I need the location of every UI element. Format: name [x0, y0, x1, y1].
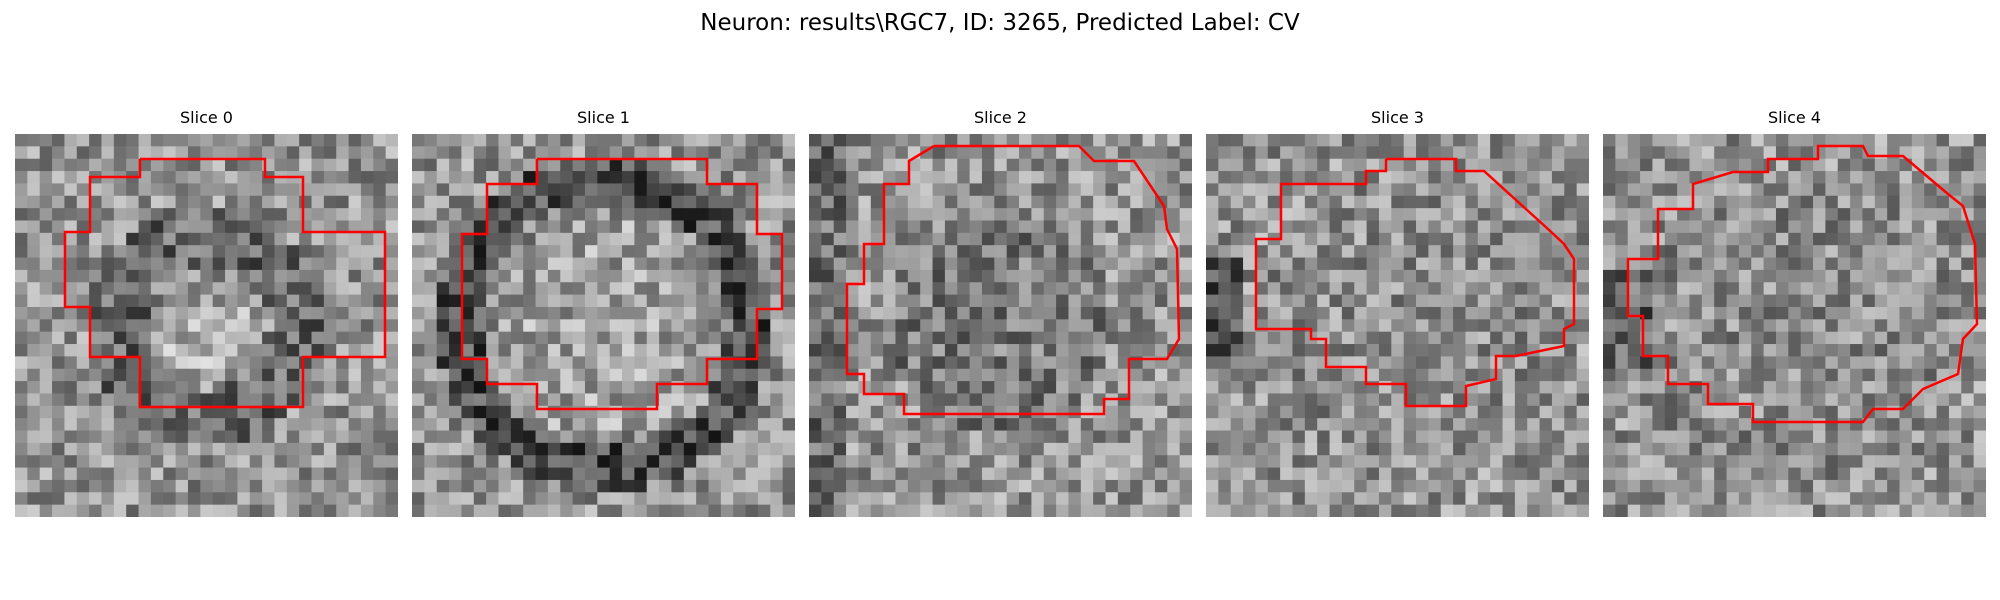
slice-panel-3: Slice 3 — [1206, 108, 1589, 517]
grayscale-tiles — [412, 134, 795, 517]
slice-title: Slice 1 — [577, 108, 630, 127]
slice-title: Slice 4 — [1768, 108, 1821, 127]
slice-image — [412, 134, 795, 517]
segmentation-contour — [1254, 157, 1576, 408]
grayscale-tiles — [1206, 134, 1589, 517]
segmentation-contour — [1626, 144, 1979, 424]
grayscale-tiles — [15, 134, 398, 517]
segmentation-contour — [63, 157, 387, 409]
slice-panel-1: Slice 1 — [412, 108, 795, 517]
slice-panel-2: Slice 2 — [809, 108, 1192, 517]
slice-title: Slice 3 — [1371, 108, 1424, 127]
slice-image — [809, 134, 1192, 517]
grayscale-tiles — [1603, 134, 1986, 517]
slice-image — [15, 134, 398, 517]
segmentation-contour — [845, 144, 1181, 416]
grayscale-tiles — [809, 134, 1192, 517]
slice-image — [1206, 134, 1589, 517]
figure-title: Neuron: results\RGC7, ID: 3265, Predicte… — [700, 10, 1300, 36]
slice-panel-0: Slice 0 — [15, 108, 398, 517]
slice-title: Slice 0 — [180, 108, 233, 127]
segmentation-contour — [460, 157, 784, 411]
slice-title: Slice 2 — [974, 108, 1027, 127]
slice-panel-4: Slice 4 — [1603, 108, 1986, 517]
slice-image — [1603, 134, 1986, 517]
